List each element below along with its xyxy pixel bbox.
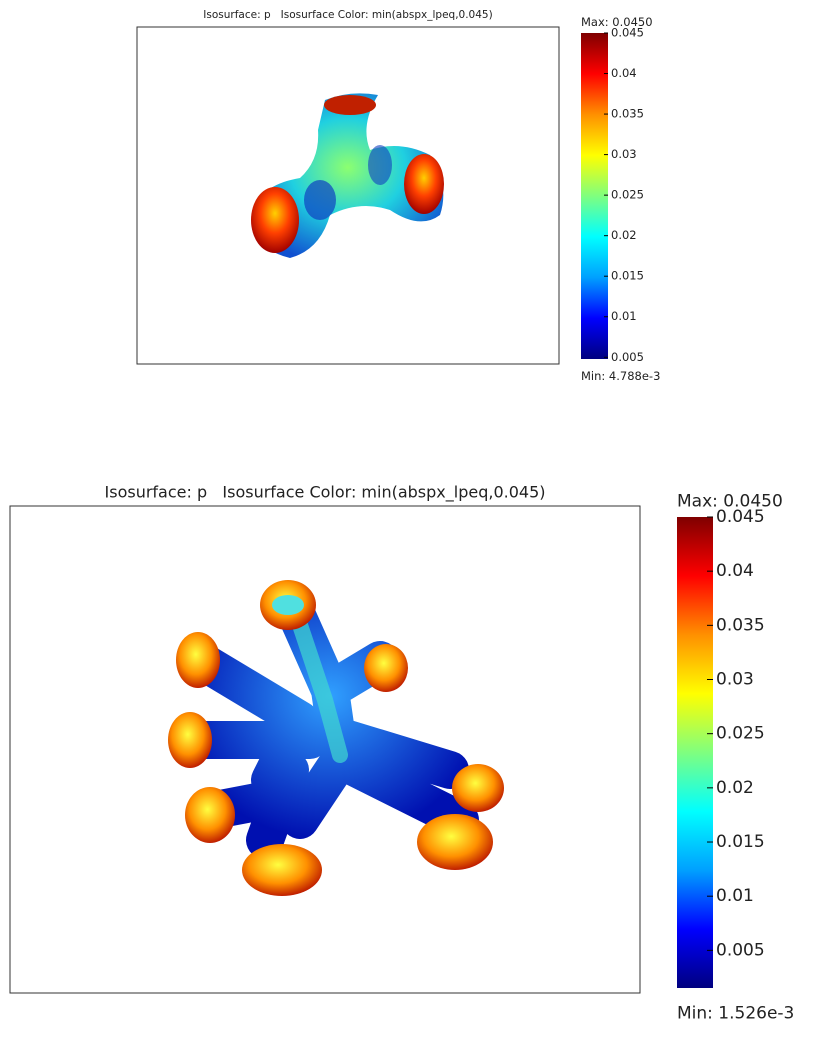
plot-frame [136,26,560,365]
colorbar-tick-label: 0.025 [716,724,765,744]
plot-frame [9,505,641,994]
max-label: Max: 0.0450 [677,492,783,512]
colorbar-tick-label: 0.04 [611,66,637,80]
colorbar-tick-label: 0.045 [611,26,644,40]
colorbar [581,33,608,359]
colorbar-tick-label: 0.025 [611,188,644,202]
min-label: Min: 1.526e-3 [677,1004,794,1024]
isosurface-top [251,93,444,258]
isosurface-bottom [168,580,504,896]
colorbar-tick-label: 0.015 [716,832,765,852]
colorbar-tick-label: 0.01 [716,886,754,906]
colorbar [677,517,713,988]
colorbar-tick-label: 0.03 [716,670,754,690]
colorbar-tick-label: 0.005 [611,350,644,364]
colorbar-tick-label: 0.015 [611,269,644,283]
colorbar-tick-label: 0.02 [611,228,637,242]
max-label: Max: 0.0450 [581,15,653,29]
colorbar-tick-label: 0.045 [716,507,765,527]
colorbar-tick-label: 0.005 [716,940,765,960]
colorbar-tick-label: 0.035 [716,615,765,635]
colorbar-tick-label: 0.035 [611,107,644,121]
colorbar-tick-label: 0.04 [716,561,754,581]
colorbar-tick-label: 0.02 [716,778,754,798]
plot-title: Isosurface: p Isosurface Color: min(absp… [105,483,546,503]
colorbar-tick-label: 0.01 [611,309,637,323]
min-label: Min: 4.788e-3 [581,369,660,383]
colorbar-tick-label: 0.03 [611,147,637,161]
plot-title: Isosurface: p Isosurface Color: min(absp… [203,9,492,21]
